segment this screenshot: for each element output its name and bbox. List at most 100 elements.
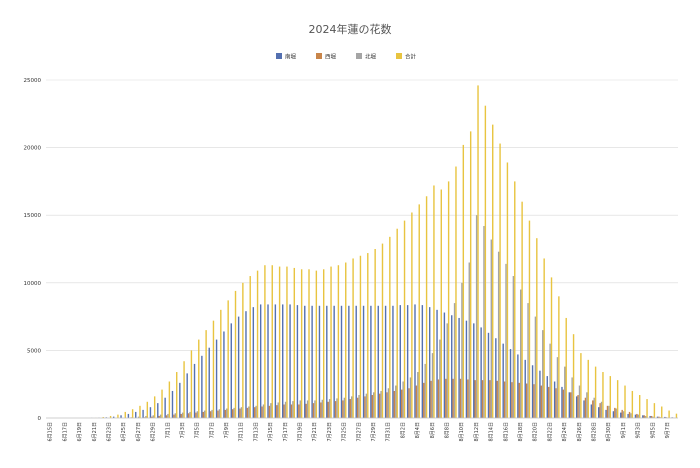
bar-4-60	[484, 105, 487, 418]
bar-3-69	[549, 343, 551, 418]
bar-4-75	[594, 366, 597, 418]
x-tick-label: 7月31日	[386, 422, 392, 442]
x-tick-label: 9月1日	[621, 422, 627, 438]
bar-3-31	[270, 403, 272, 418]
bar-1-60	[480, 327, 482, 418]
x-tick-label: 8月8日	[445, 422, 451, 438]
bar-4-55	[447, 181, 450, 418]
bar-2-37	[312, 403, 315, 418]
x-tick-label: 9月3日	[636, 422, 642, 438]
bar-4-72	[572, 334, 575, 418]
bar-1-26	[230, 323, 232, 418]
bar-1-50	[406, 305, 409, 418]
x-tick-label: 7月17日	[283, 422, 289, 442]
bar-1-66	[524, 359, 526, 418]
x-tick-label: 7月5日	[195, 422, 201, 438]
bar-1-45	[370, 305, 372, 418]
bar-4-70	[558, 296, 560, 418]
bar-1-54	[436, 309, 438, 418]
bar-3-67	[534, 316, 537, 418]
bar-4-29	[256, 270, 259, 418]
bar-3-25	[226, 408, 228, 418]
bar-3-42	[350, 396, 353, 418]
bar-3-21	[196, 411, 199, 418]
x-tick-label: 6月25日	[121, 422, 127, 442]
bar-3-34	[292, 401, 294, 418]
x-tick-label: 8月14日	[489, 422, 495, 442]
bar-1-81	[634, 414, 637, 418]
bar-3-20	[189, 411, 191, 418]
bar-1-46	[377, 305, 379, 418]
bar-3-49	[402, 381, 404, 418]
bar-3-62	[497, 251, 500, 418]
x-tick-label: 7月29日	[371, 422, 377, 442]
bar-3-30	[262, 404, 265, 418]
bar-1-13	[135, 411, 137, 418]
bar-2-49	[401, 389, 403, 418]
bar-1-58	[465, 320, 468, 418]
bar-1-82	[642, 415, 644, 418]
bar-2-63	[503, 381, 506, 418]
bar-2-40	[334, 401, 337, 418]
bar-1-39	[326, 305, 328, 418]
bar-2-30	[261, 406, 263, 418]
x-tick-label: 7月13日	[253, 422, 259, 442]
bar-1-79	[620, 412, 622, 418]
bar-2-34	[290, 404, 293, 418]
bar-4-43	[359, 255, 362, 418]
bar-2-45	[371, 395, 374, 418]
bar-2-25	[224, 409, 227, 418]
bar-4-46	[381, 243, 384, 418]
bar-1-40	[333, 305, 335, 418]
bar-3-29	[255, 405, 257, 418]
x-tick-label: 9月7日	[665, 422, 671, 438]
bar-4-39	[330, 266, 332, 418]
bar-4-28	[249, 276, 251, 418]
bar-1-61	[487, 332, 490, 418]
bar-2-61	[489, 380, 491, 418]
bar-1-52	[421, 305, 424, 418]
bar-3-50	[409, 377, 412, 418]
bar-3-52	[424, 363, 426, 418]
bar-3-55	[446, 323, 448, 418]
bar-3-71	[564, 366, 566, 418]
bar-3-33	[284, 401, 287, 418]
bar-4-44	[367, 253, 369, 418]
bar-4-51	[418, 204, 420, 418]
bar-4-14	[146, 401, 149, 418]
bar-3-14	[145, 415, 147, 418]
bar-1-71	[561, 386, 563, 418]
bar-1-16	[157, 403, 159, 418]
bar-3-83	[652, 416, 654, 418]
bar-2-36	[305, 403, 307, 418]
bar-2-22	[202, 411, 204, 418]
x-tick-label: 7月19日	[298, 422, 304, 442]
legend-swatch	[356, 53, 362, 59]
bar-1-11	[120, 415, 122, 418]
bar-3-22	[204, 410, 206, 418]
bar-2-65	[518, 382, 520, 418]
bar-1-84	[656, 416, 659, 418]
bar-3-79	[622, 411, 625, 418]
bar-1-72	[568, 392, 571, 418]
bar-4-32	[278, 266, 281, 418]
x-tick-label: 9月5日	[650, 422, 656, 438]
bar-1-56	[451, 315, 453, 418]
bar-4-49	[403, 220, 406, 418]
bar-3-37	[314, 400, 316, 418]
bar-1-15	[149, 407, 152, 418]
bar-2-27	[239, 408, 241, 418]
bar-2-33	[283, 404, 285, 418]
bar-3-78	[615, 408, 617, 418]
bar-2-60	[481, 380, 484, 418]
x-tick-label: 7月27日	[356, 422, 362, 442]
bar-4-36	[308, 269, 310, 418]
x-tick-label: 7月21日	[312, 422, 318, 442]
bar-1-77	[605, 409, 607, 418]
bar-1-36	[304, 305, 306, 418]
bar-4-77	[609, 376, 612, 418]
bar-4-64	[514, 181, 516, 418]
bar-3-28	[248, 406, 250, 418]
bar-3-16	[159, 414, 162, 418]
bar-1-31	[267, 304, 269, 418]
